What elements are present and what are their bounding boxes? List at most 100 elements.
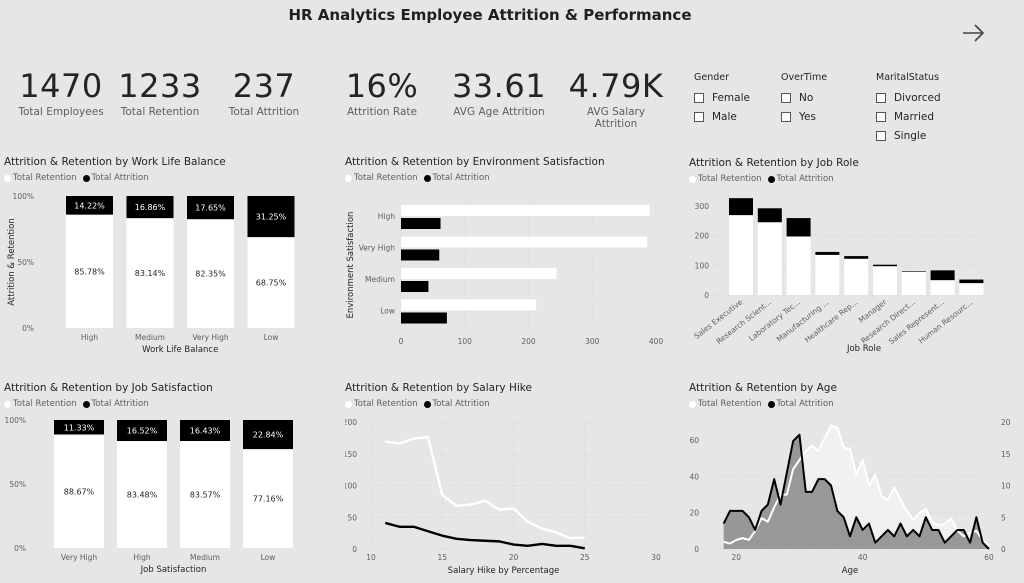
legend-dot-icon <box>82 174 90 182</box>
legend-retention[interactable]: Total Retention <box>345 173 418 183</box>
chart-legend: Total Retention Total Attrition <box>4 399 324 409</box>
y-tick-label: 0% <box>22 324 34 333</box>
slicer-option-male[interactable]: Male <box>694 107 750 126</box>
slicer-option-yes[interactable]: Yes <box>781 107 827 126</box>
retention-line <box>723 424 990 547</box>
kpi-label: Attrition Rate <box>347 106 417 118</box>
y-tick-label: 100 <box>695 261 710 270</box>
retention-data-label: 77.16% <box>253 495 284 504</box>
legend-dot-icon <box>423 400 431 408</box>
attrition-bar <box>729 198 753 216</box>
legend-attrition[interactable]: Total Attrition <box>767 174 834 184</box>
x-tick-label: 100 <box>458 337 473 346</box>
retention-bar <box>126 218 174 328</box>
legend-retention[interactable]: Total Retention <box>4 173 77 183</box>
x-tick-label: Sales Executive <box>692 297 744 341</box>
x-tick-label: High <box>133 553 150 562</box>
slicer-option-no[interactable]: No <box>781 88 827 107</box>
y-tick-label: Medium <box>365 275 395 284</box>
legend-retention[interactable]: Total Retention <box>689 174 762 184</box>
checkbox-icon[interactable] <box>876 92 886 103</box>
legend-attrition[interactable]: Total Attrition <box>82 173 149 183</box>
legend-retention[interactable]: Total Retention <box>4 399 77 409</box>
chart-work-life-balance: Attrition & Retention by Work Life Balan… <box>4 156 324 360</box>
y-tick-label: 0 <box>704 291 709 300</box>
kpi-value: 1470 <box>19 67 103 105</box>
retention-bar <box>401 205 650 216</box>
slicer-option-divorced[interactable]: Divorced <box>876 88 941 107</box>
legend-attrition[interactable]: Total Attrition <box>423 173 490 183</box>
legend-label: Total Retention <box>698 399 762 409</box>
checkbox-icon[interactable] <box>781 111 791 122</box>
attrition-bar <box>66 196 113 215</box>
legend-label: Total Retention <box>13 173 77 183</box>
checkbox-icon[interactable] <box>876 130 886 141</box>
attrition-bar <box>126 196 174 219</box>
x-axis-title: Work Life Balance <box>142 345 218 355</box>
slicer-option-married[interactable]: Married <box>876 107 941 126</box>
attrition-bar <box>401 218 441 229</box>
slicer-option-label: No <box>799 91 814 104</box>
chart-legend: Total Retention Total Attrition <box>345 399 670 409</box>
y-tick-label: Low <box>380 306 395 315</box>
y-tick-label: 100 <box>345 482 357 491</box>
x-tick-label: Very High <box>192 333 229 342</box>
retention-data-label: 82.35% <box>195 270 226 279</box>
checkbox-icon[interactable] <box>694 92 704 103</box>
x-tick-label: 200 <box>521 337 536 346</box>
legend-retention[interactable]: Total Retention <box>345 399 418 409</box>
attrition-bar <box>247 196 295 238</box>
slicer-option-female[interactable]: Female <box>694 88 750 107</box>
legend-attrition[interactable]: Total Attrition <box>82 399 149 409</box>
attrition-data-label: 11.33% <box>64 423 95 432</box>
attrition-bar <box>815 251 840 255</box>
attrition-area <box>723 434 989 549</box>
legend-label: Total Retention <box>13 399 77 409</box>
legend-label: Total Attrition <box>776 174 834 184</box>
retention-bar <box>930 280 955 295</box>
legend-retention[interactable]: Total Retention <box>689 399 762 409</box>
attrition-bar <box>54 420 104 435</box>
chart-plot: 0 50 100 150 200 10 15 20 25 30 Salary Hike by Per… <box>345 418 661 576</box>
y-tick-label: 20 <box>689 509 699 518</box>
legend-dot-icon <box>4 400 11 408</box>
retention-data-label: 85.78% <box>74 267 105 276</box>
legend-label: Total Attrition <box>91 399 149 409</box>
retention-bar <box>180 441 230 548</box>
retention-bar <box>901 271 926 295</box>
checkbox-icon[interactable] <box>694 111 704 122</box>
x-tick-label: Low <box>261 553 276 562</box>
legend-dot-icon <box>4 174 11 182</box>
x-tick-label: Very High <box>61 553 98 562</box>
retention-bar <box>66 214 113 328</box>
checkbox-icon[interactable] <box>876 111 886 122</box>
legend-attrition[interactable]: Total Attrition <box>423 399 490 409</box>
x-tick-label: 300 <box>585 337 600 346</box>
x-tick-label: Healthcare Rep... <box>803 297 860 344</box>
slicer-option-single[interactable]: Single <box>876 126 941 145</box>
checkbox-icon[interactable] <box>781 92 791 103</box>
retention-data-label: 68.75% <box>256 279 287 288</box>
y2-tick-label: 15 <box>1001 450 1011 459</box>
kpi-attrition-rate: 16% Attrition Rate <box>340 66 424 118</box>
legend-attrition[interactable]: Total Attrition <box>767 399 834 409</box>
attrition-data-label: 16.86% <box>135 203 166 212</box>
retention-bar <box>247 237 295 328</box>
y-tick-label: 40 <box>689 472 699 481</box>
attrition-line <box>722 433 990 550</box>
slicer-option-label: Divorced <box>894 91 941 104</box>
gender-slicer: Gender Female Male <box>694 72 750 126</box>
y-tick-label: High <box>378 212 395 221</box>
arrow-right-icon[interactable] <box>960 20 986 46</box>
page-title: HR Analytics Employee Attrition & Perfor… <box>288 6 692 24</box>
overtime-slicer: OverTime No Yes <box>781 72 827 126</box>
retention-data-label: 83.14% <box>135 269 166 278</box>
legend-label: Total Retention <box>354 399 418 409</box>
y-tick-label: 150 <box>345 450 357 459</box>
legend-label: Total Attrition <box>432 399 490 409</box>
slicer-option-label: Married <box>894 110 934 123</box>
attrition-bar <box>901 271 926 272</box>
slicer-option-label: Female <box>712 91 750 104</box>
y-axis-title: Environment Satisfaction <box>346 212 356 319</box>
